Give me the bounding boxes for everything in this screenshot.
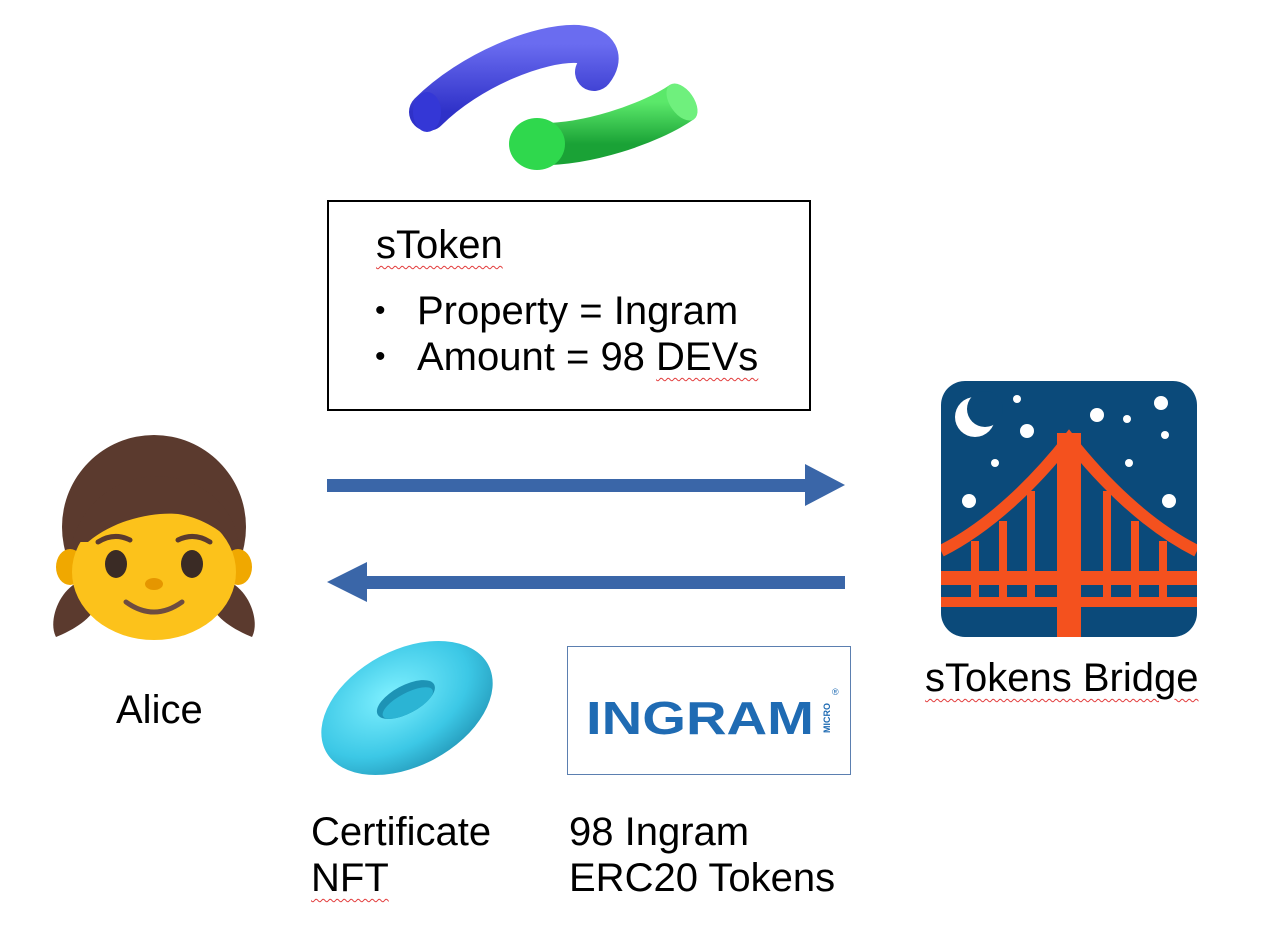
stoken-amount-unit: DEVs — [656, 335, 759, 379]
bridge-label-text: sTokens Bridge — [925, 656, 1199, 700]
stoken-property-item: Property = Ingram — [375, 288, 758, 334]
pipe-shapes-icon — [409, 24, 698, 170]
ingram-logo: INGRAM MICRO ® — [586, 687, 839, 744]
tokens-label-line1: 98 Ingram — [569, 810, 750, 854]
ingram-logo-text: INGRAM — [586, 692, 814, 744]
certificate-label-line2: NFT — [311, 856, 389, 900]
bridge-label: sTokens Bridge — [925, 655, 1198, 701]
ingram-logo-reg: ® — [832, 687, 839, 697]
bridge-at-night-icon — [941, 381, 1197, 637]
ingram-logo-micro: MICRO — [822, 703, 832, 733]
arrow-right-icon — [327, 464, 845, 506]
torus-icon — [321, 641, 493, 775]
certificate-label-line1: Certificate — [311, 810, 492, 854]
tokens-label: 98 Ingram ERC20 Tokens — [569, 809, 835, 901]
stoken-property-item: Amount = 98 DEVs — [375, 334, 758, 380]
alice-label: Alice — [116, 688, 203, 732]
certificate-label: Certificate NFT — [311, 809, 491, 901]
tokens-label-line2: ERC20 Tokens — [569, 856, 836, 900]
stoken-title: sToken — [376, 223, 503, 267]
stoken-properties: Property = Ingram Amount = 98 DEVs — [375, 288, 758, 380]
girl-emoji-icon — [53, 435, 255, 640]
ingram-logo-box: INGRAM MICRO ® — [567, 646, 851, 775]
stoken-box: sToken Property = Ingram Amount = 98 DEV… — [327, 200, 811, 411]
arrow-left-icon — [327, 562, 845, 602]
